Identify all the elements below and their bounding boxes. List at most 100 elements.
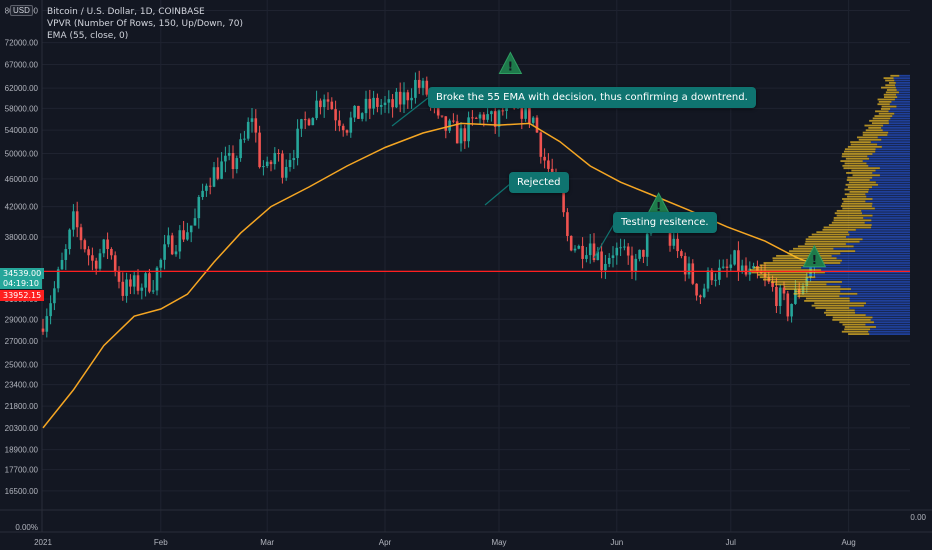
candle-body <box>740 265 744 272</box>
y-tick-label: 29000.00 <box>5 315 39 324</box>
vp-bar-up <box>855 250 910 253</box>
candle-body <box>611 255 615 258</box>
candle-body <box>585 255 588 259</box>
candle-body <box>771 281 774 287</box>
candle-body <box>421 80 425 88</box>
vp-bar-up <box>862 160 910 162</box>
vp-bar-down <box>843 200 866 203</box>
candle-body <box>440 115 444 117</box>
vp-bar-up <box>888 119 910 122</box>
candle-body <box>224 155 227 162</box>
candle-body <box>163 244 166 260</box>
vp-bar-up <box>872 176 910 179</box>
vp-bar-up <box>865 302 910 305</box>
vp-bar-down <box>883 96 898 99</box>
vp-bar-up <box>892 115 910 117</box>
vp-bar-down <box>839 321 874 324</box>
candle-body <box>235 158 239 170</box>
candle-body <box>94 260 98 269</box>
vp-bar-down <box>845 157 870 160</box>
y-tick-label: 62000.00 <box>5 84 39 93</box>
candle-body <box>334 109 337 121</box>
level-price-tag: 33952.15 <box>0 290 45 301</box>
candle-body <box>387 99 391 103</box>
candle-body <box>775 286 778 307</box>
candle-body <box>311 118 315 126</box>
candle-body <box>296 128 299 159</box>
candle-body <box>531 117 535 123</box>
vp-bar-up <box>849 307 910 309</box>
x-tick-label: Aug <box>841 538 855 547</box>
y-tick-label: 67000.00 <box>5 60 39 69</box>
vp-bar-down <box>841 202 873 205</box>
vp-bar-down <box>804 299 850 302</box>
vp-bar-up <box>881 138 910 141</box>
vp-bar-down <box>847 186 872 189</box>
vp-bar-down <box>849 181 876 184</box>
candle-body <box>714 279 717 281</box>
candle-body <box>98 253 102 269</box>
candle-body <box>227 152 231 156</box>
candle-body <box>273 153 277 165</box>
candle-body <box>486 114 489 120</box>
x-tick-label: Feb <box>154 538 168 547</box>
vp-bar-up <box>865 193 910 196</box>
vp-bar-down <box>850 143 878 146</box>
candle-body <box>604 263 607 271</box>
candle-body <box>501 110 505 112</box>
vp-bar-down <box>824 311 856 314</box>
candle-body <box>250 118 254 122</box>
vp-bar-down <box>842 323 866 326</box>
candle-body <box>406 92 410 101</box>
x-tick-label: Jul <box>726 538 736 547</box>
candle-body <box>733 250 736 265</box>
candle-body <box>725 266 729 268</box>
vp-bar-down <box>793 292 858 295</box>
vp-bar-up <box>869 333 910 335</box>
currency-button[interactable]: USD <box>10 5 33 16</box>
candle-body <box>410 97 413 101</box>
vp-bar-down <box>883 77 894 80</box>
candle-body <box>201 190 204 198</box>
vp-bar-up <box>890 108 910 110</box>
candle-body <box>102 239 106 254</box>
vp-bar-up <box>870 141 910 144</box>
vp-bar-up <box>807 273 910 276</box>
vp-bar-down <box>783 285 841 288</box>
candle-body <box>68 229 71 250</box>
vp-bar-down <box>878 100 892 103</box>
y-tick-label: 17700.00 <box>5 466 39 475</box>
vp-bar-up <box>895 81 910 84</box>
vp-bar-up <box>872 198 910 200</box>
candle-body <box>623 246 626 248</box>
candle-body <box>56 269 60 289</box>
candle-body <box>782 287 786 294</box>
vp-bar-down <box>885 91 899 94</box>
vp-bar-up <box>840 262 910 264</box>
callout-pointer <box>391 97 429 127</box>
candle-body <box>383 102 387 106</box>
vp-bar-up <box>849 233 910 236</box>
candle-body <box>186 232 189 240</box>
warning-mark: ! <box>656 200 661 214</box>
candle-body <box>455 121 459 144</box>
vp-bar-down <box>751 271 825 274</box>
last-price-tag: 34539.00 <box>0 268 45 279</box>
vp-bar-down <box>840 160 863 162</box>
candle-body <box>64 249 68 260</box>
vp-bar-down <box>759 276 816 279</box>
candle-body <box>801 286 805 295</box>
vp-bar-down <box>841 330 869 333</box>
vp-bar-down <box>843 150 876 153</box>
vp-bar-up <box>849 299 910 302</box>
vp-bar-down <box>888 81 896 84</box>
vp-bar-up <box>872 214 910 217</box>
vp-bar-down <box>814 302 866 305</box>
vp-bar-down <box>784 288 851 290</box>
candle-body <box>208 185 212 187</box>
y-tick-label: 58000.00 <box>5 104 39 113</box>
vp-bar-down <box>811 233 850 236</box>
candle-body <box>535 117 539 133</box>
vp-bar-up <box>863 217 910 219</box>
